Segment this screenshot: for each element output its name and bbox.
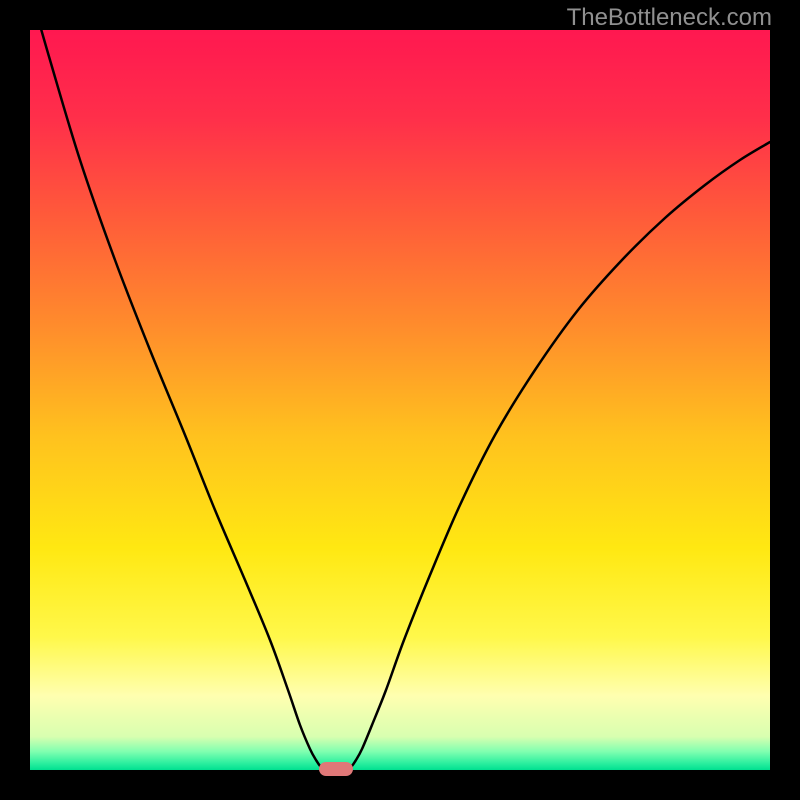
chart-container: TheBottleneck.com (0, 0, 800, 800)
watermark-text: TheBottleneck.com (567, 4, 772, 32)
optimum-marker (319, 762, 353, 776)
bottleneck-curve (30, 30, 770, 770)
plot-area (30, 30, 770, 770)
